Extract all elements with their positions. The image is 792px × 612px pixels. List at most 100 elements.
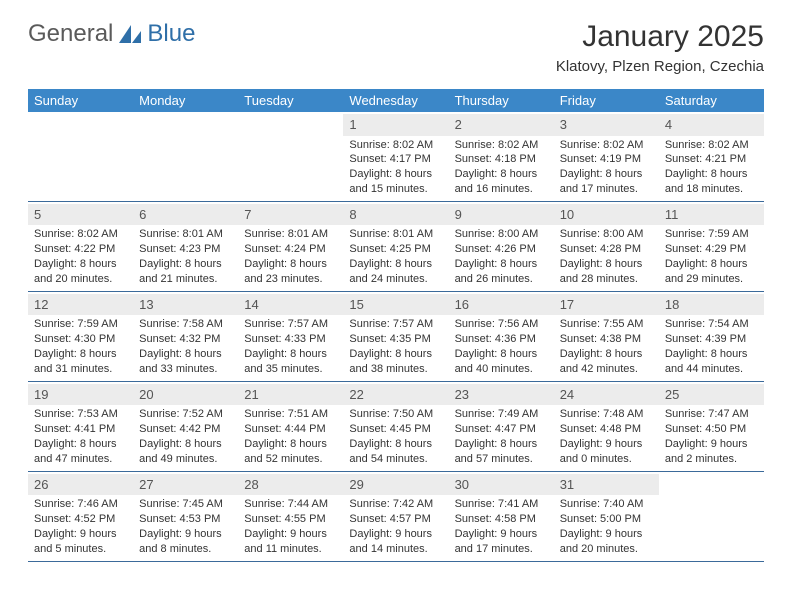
sunset-text: Sunset: 4:21 PM	[665, 152, 758, 167]
sunset-text: Sunset: 4:45 PM	[349, 422, 442, 437]
daylight-text: Daylight: 8 hours and 44 minutes.	[665, 347, 758, 377]
daylight-text: Daylight: 8 hours and 54 minutes.	[349, 437, 442, 467]
day-body: Sunrise: 7:49 AMSunset: 4:47 PMDaylight:…	[449, 405, 554, 470]
sunset-text: Sunset: 4:42 PM	[139, 422, 232, 437]
sunrise-text: Sunrise: 7:41 AM	[455, 497, 548, 512]
daylight-text: Daylight: 8 hours and 31 minutes.	[34, 347, 127, 377]
day-cell: 18Sunrise: 7:54 AMSunset: 4:39 PMDayligh…	[659, 294, 764, 381]
day-body: Sunrise: 7:55 AMSunset: 4:38 PMDaylight:…	[554, 315, 659, 380]
sunrise-text: Sunrise: 7:45 AM	[139, 497, 232, 512]
sunset-text: Sunset: 4:26 PM	[455, 242, 548, 257]
daylight-text: Daylight: 8 hours and 52 minutes.	[244, 437, 337, 467]
daylight-text: Daylight: 8 hours and 28 minutes.	[560, 257, 653, 287]
day-body: Sunrise: 8:01 AMSunset: 4:24 PMDaylight:…	[238, 225, 343, 290]
day-cell: 2Sunrise: 8:02 AMSunset: 4:18 PMDaylight…	[449, 114, 554, 201]
daylight-text: Daylight: 8 hours and 24 minutes.	[349, 257, 442, 287]
sunset-text: Sunset: 4:41 PM	[34, 422, 127, 437]
day-cell: 19Sunrise: 7:53 AMSunset: 4:41 PMDayligh…	[28, 384, 133, 471]
weekday-header: Tuesday	[238, 89, 343, 112]
day-number: 26	[28, 474, 133, 496]
page-subtitle: Klatovy, Plzen Region, Czechia	[556, 58, 764, 75]
day-number: 16	[449, 294, 554, 316]
day-cell: 20Sunrise: 7:52 AMSunset: 4:42 PMDayligh…	[133, 384, 238, 471]
sunset-text: Sunset: 4:55 PM	[244, 512, 337, 527]
day-cell	[659, 474, 764, 561]
day-body: Sunrise: 8:00 AMSunset: 4:26 PMDaylight:…	[449, 225, 554, 290]
daylight-text: Daylight: 8 hours and 18 minutes.	[665, 167, 758, 197]
day-cell: 4Sunrise: 8:02 AMSunset: 4:21 PMDaylight…	[659, 114, 764, 201]
week-row: 5Sunrise: 8:02 AMSunset: 4:22 PMDaylight…	[28, 204, 764, 292]
daylight-text: Daylight: 8 hours and 35 minutes.	[244, 347, 337, 377]
day-cell: 10Sunrise: 8:00 AMSunset: 4:28 PMDayligh…	[554, 204, 659, 291]
sunset-text: Sunset: 4:58 PM	[455, 512, 548, 527]
day-body: Sunrise: 7:59 AMSunset: 4:30 PMDaylight:…	[28, 315, 133, 380]
sunrise-text: Sunrise: 8:02 AM	[560, 138, 653, 153]
logo-text-general: General	[28, 20, 113, 48]
header: General Blue January 2025 Klatovy, Plzen…	[28, 20, 764, 75]
day-body: Sunrise: 7:56 AMSunset: 4:36 PMDaylight:…	[449, 315, 554, 380]
sunset-text: Sunset: 4:47 PM	[455, 422, 548, 437]
day-number: 12	[28, 294, 133, 316]
sunrise-text: Sunrise: 7:53 AM	[34, 407, 127, 422]
day-body: Sunrise: 8:00 AMSunset: 4:28 PMDaylight:…	[554, 225, 659, 290]
day-cell: 6Sunrise: 8:01 AMSunset: 4:23 PMDaylight…	[133, 204, 238, 291]
sunset-text: Sunset: 4:57 PM	[349, 512, 442, 527]
sunrise-text: Sunrise: 7:46 AM	[34, 497, 127, 512]
day-number: 4	[659, 114, 764, 136]
sunrise-text: Sunrise: 7:59 AM	[665, 227, 758, 242]
day-number: 28	[238, 474, 343, 496]
sunrise-text: Sunrise: 7:44 AM	[244, 497, 337, 512]
daylight-text: Daylight: 9 hours and 20 minutes.	[560, 527, 653, 557]
daylight-text: Daylight: 8 hours and 17 minutes.	[560, 167, 653, 197]
day-cell: 29Sunrise: 7:42 AMSunset: 4:57 PMDayligh…	[343, 474, 448, 561]
day-body: Sunrise: 7:57 AMSunset: 4:33 PMDaylight:…	[238, 315, 343, 380]
weekday-header-row: Sunday Monday Tuesday Wednesday Thursday…	[28, 89, 764, 112]
daylight-text: Daylight: 8 hours and 57 minutes.	[455, 437, 548, 467]
daylight-text: Daylight: 8 hours and 23 minutes.	[244, 257, 337, 287]
day-cell: 5Sunrise: 8:02 AMSunset: 4:22 PMDaylight…	[28, 204, 133, 291]
day-cell: 12Sunrise: 7:59 AMSunset: 4:30 PMDayligh…	[28, 294, 133, 381]
day-number	[133, 114, 238, 118]
day-body: Sunrise: 8:02 AMSunset: 4:18 PMDaylight:…	[449, 136, 554, 201]
sunrise-text: Sunrise: 7:56 AM	[455, 317, 548, 332]
sunrise-text: Sunrise: 8:02 AM	[455, 138, 548, 153]
daylight-text: Daylight: 8 hours and 26 minutes.	[455, 257, 548, 287]
day-body: Sunrise: 7:58 AMSunset: 4:32 PMDaylight:…	[133, 315, 238, 380]
day-body: Sunrise: 7:54 AMSunset: 4:39 PMDaylight:…	[659, 315, 764, 380]
sunset-text: Sunset: 4:52 PM	[34, 512, 127, 527]
daylight-text: Daylight: 8 hours and 49 minutes.	[139, 437, 232, 467]
sunset-text: Sunset: 4:30 PM	[34, 332, 127, 347]
day-number: 31	[554, 474, 659, 496]
day-body: Sunrise: 7:48 AMSunset: 4:48 PMDaylight:…	[554, 405, 659, 470]
sunrise-text: Sunrise: 7:42 AM	[349, 497, 442, 512]
day-body: Sunrise: 8:02 AMSunset: 4:22 PMDaylight:…	[28, 225, 133, 290]
day-cell: 31Sunrise: 7:40 AMSunset: 5:00 PMDayligh…	[554, 474, 659, 561]
day-number: 1	[343, 114, 448, 136]
day-number: 22	[343, 384, 448, 406]
day-cell	[238, 114, 343, 201]
day-body: Sunrise: 7:47 AMSunset: 4:50 PMDaylight:…	[659, 405, 764, 470]
day-body: Sunrise: 8:02 AMSunset: 4:21 PMDaylight:…	[659, 136, 764, 201]
weekday-header: Saturday	[659, 89, 764, 112]
day-number: 14	[238, 294, 343, 316]
day-body: Sunrise: 7:59 AMSunset: 4:29 PMDaylight:…	[659, 225, 764, 290]
day-body: Sunrise: 7:57 AMSunset: 4:35 PMDaylight:…	[343, 315, 448, 380]
sunset-text: Sunset: 4:18 PM	[455, 152, 548, 167]
day-cell: 28Sunrise: 7:44 AMSunset: 4:55 PMDayligh…	[238, 474, 343, 561]
daylight-text: Daylight: 8 hours and 16 minutes.	[455, 167, 548, 197]
daylight-text: Daylight: 9 hours and 14 minutes.	[349, 527, 442, 557]
week-row: 26Sunrise: 7:46 AMSunset: 4:52 PM Dayligh…	[28, 474, 764, 562]
day-number: 27	[133, 474, 238, 496]
weekday-header: Wednesday	[343, 89, 448, 112]
day-number: 8	[343, 204, 448, 226]
day-number: 9	[449, 204, 554, 226]
sunset-text: Sunset: 4:35 PM	[349, 332, 442, 347]
day-cell: 8Sunrise: 8:01 AMSunset: 4:25 PMDaylight…	[343, 204, 448, 291]
logo-text-blue: Blue	[147, 20, 195, 48]
day-number	[238, 114, 343, 118]
day-cell: 27Sunrise: 7:45 AMSunset: 4:53 PMDayligh…	[133, 474, 238, 561]
day-number: 17	[554, 294, 659, 316]
day-cell: 15Sunrise: 7:57 AMSunset: 4:35 PMDayligh…	[343, 294, 448, 381]
daylight-text: Daylight: 9 hours and 8 minutes.	[139, 527, 232, 557]
sunrise-text: Sunrise: 8:01 AM	[349, 227, 442, 242]
